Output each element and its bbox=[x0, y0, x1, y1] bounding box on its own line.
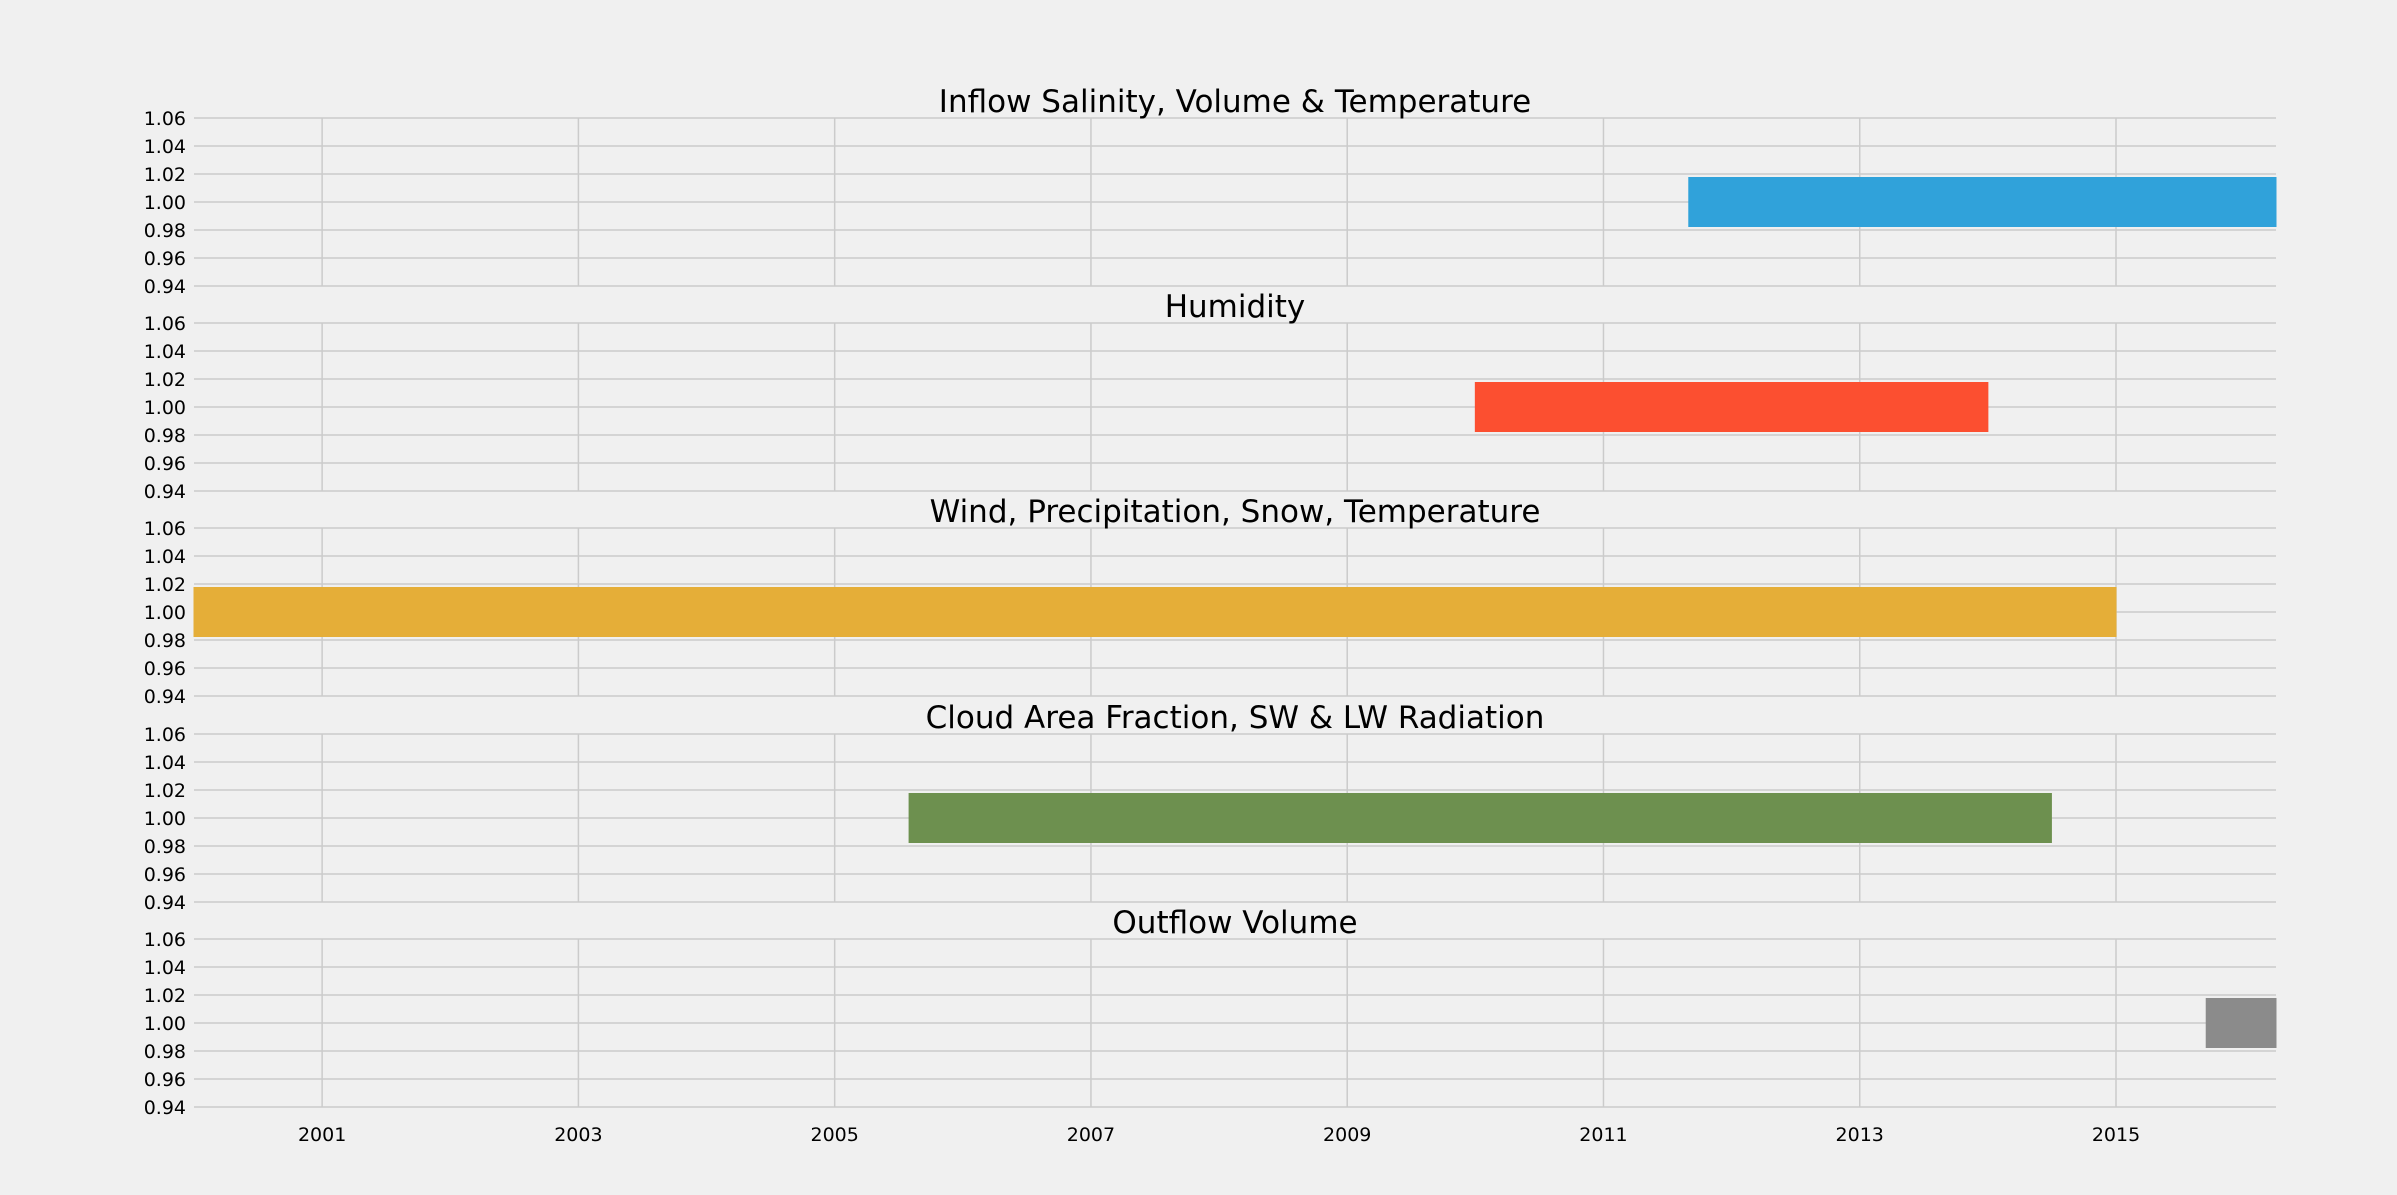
y-tick-label: 1.00 bbox=[144, 1013, 186, 1035]
y-tick-label: 1.02 bbox=[144, 164, 186, 186]
y-tick-label: 0.94 bbox=[144, 276, 186, 298]
y-tick-label: 1.00 bbox=[144, 808, 186, 830]
x-tick-label: 2005 bbox=[810, 1124, 858, 1146]
y-tick-label: 1.00 bbox=[144, 397, 186, 419]
y-tick-label: 1.04 bbox=[144, 752, 186, 774]
y-tick-label: 1.06 bbox=[144, 313, 186, 335]
y-tick-label: 0.96 bbox=[144, 658, 186, 680]
y-tick-label: 0.94 bbox=[144, 686, 186, 708]
y-tick-label: 0.96 bbox=[144, 864, 186, 886]
y-tick-label: 0.98 bbox=[144, 220, 186, 242]
y-tick-label: 1.00 bbox=[144, 192, 186, 214]
y-tick-label: 1.02 bbox=[144, 574, 186, 596]
y-tick-label: 0.98 bbox=[144, 1041, 186, 1063]
y-tick-label: 0.96 bbox=[144, 453, 186, 475]
subplot-title: Inflow Salinity, Volume & Temperature bbox=[939, 84, 1531, 120]
bar bbox=[1474, 382, 1989, 432]
subplot-1: 1.06 1.04 1.02 1.00 0.98 0.96 0.94 Inflow Salin… bbox=[144, 84, 2277, 298]
x-tick-label: 2007 bbox=[1067, 1124, 1115, 1146]
x-tick-label: 2013 bbox=[1836, 1124, 1884, 1146]
y-tick-label: 1.00 bbox=[144, 602, 186, 624]
subplot-title: Outflow Volume bbox=[1112, 905, 1357, 941]
y-tick-label: 1.04 bbox=[144, 546, 186, 568]
subplot-3: 1.06 1.04 1.02 1.00 0.98 0.96 0.94 Wind, Precip… bbox=[144, 494, 2276, 708]
bar bbox=[193, 587, 2117, 637]
x-tick-label: 2015 bbox=[2092, 1124, 2140, 1146]
y-tick-label: 1.06 bbox=[144, 518, 186, 540]
y-tick-label: 1.06 bbox=[144, 929, 186, 951]
bar bbox=[2205, 998, 2277, 1048]
y-tick-label: 1.04 bbox=[144, 341, 186, 363]
x-tick-label: 2001 bbox=[298, 1124, 346, 1146]
y-tick-label: 1.04 bbox=[144, 957, 186, 979]
y-tick-label: 1.06 bbox=[144, 724, 186, 746]
subplot-2: 1.06 1.04 1.02 1.00 0.98 0.96 0.94 Humidity bbox=[144, 289, 2276, 503]
y-tick-label: 1.06 bbox=[144, 108, 186, 130]
subplot-title: Cloud Area Fraction, SW & LW Radiation bbox=[926, 700, 1545, 736]
x-tick-label: 2009 bbox=[1323, 1124, 1371, 1146]
y-tick-label: 0.98 bbox=[144, 425, 186, 447]
bar bbox=[1688, 177, 2277, 227]
subplot-title: Humidity bbox=[1165, 289, 1306, 325]
x-tick-label: 2003 bbox=[554, 1124, 602, 1146]
bar bbox=[908, 793, 2052, 843]
y-tick-label: 0.94 bbox=[144, 1097, 186, 1119]
y-tick-label: 0.96 bbox=[144, 248, 186, 270]
subplot-5: 1.06 1.04 1.02 1.00 0.98 0.96 0.94 Outflow Volu… bbox=[144, 905, 2277, 1119]
y-tick-label: 1.02 bbox=[144, 780, 186, 802]
y-tick-label: 0.94 bbox=[144, 481, 186, 503]
x-tick-label: 2011 bbox=[1579, 1124, 1627, 1146]
subplot-4: 1.06 1.04 1.02 1.00 0.98 0.96 0.94 Cloud Area F… bbox=[144, 700, 2276, 914]
subplot-title: Wind, Precipitation, Snow, Temperature bbox=[930, 494, 1541, 530]
y-tick-label: 0.98 bbox=[144, 630, 186, 652]
y-tick-label: 1.02 bbox=[144, 369, 186, 391]
y-tick-label: 0.94 bbox=[144, 892, 186, 914]
y-tick-label: 1.02 bbox=[144, 985, 186, 1007]
y-tick-label: 0.98 bbox=[144, 836, 186, 858]
y-tick-label: 1.04 bbox=[144, 136, 186, 158]
y-tick-label: 0.96 bbox=[144, 1069, 186, 1091]
